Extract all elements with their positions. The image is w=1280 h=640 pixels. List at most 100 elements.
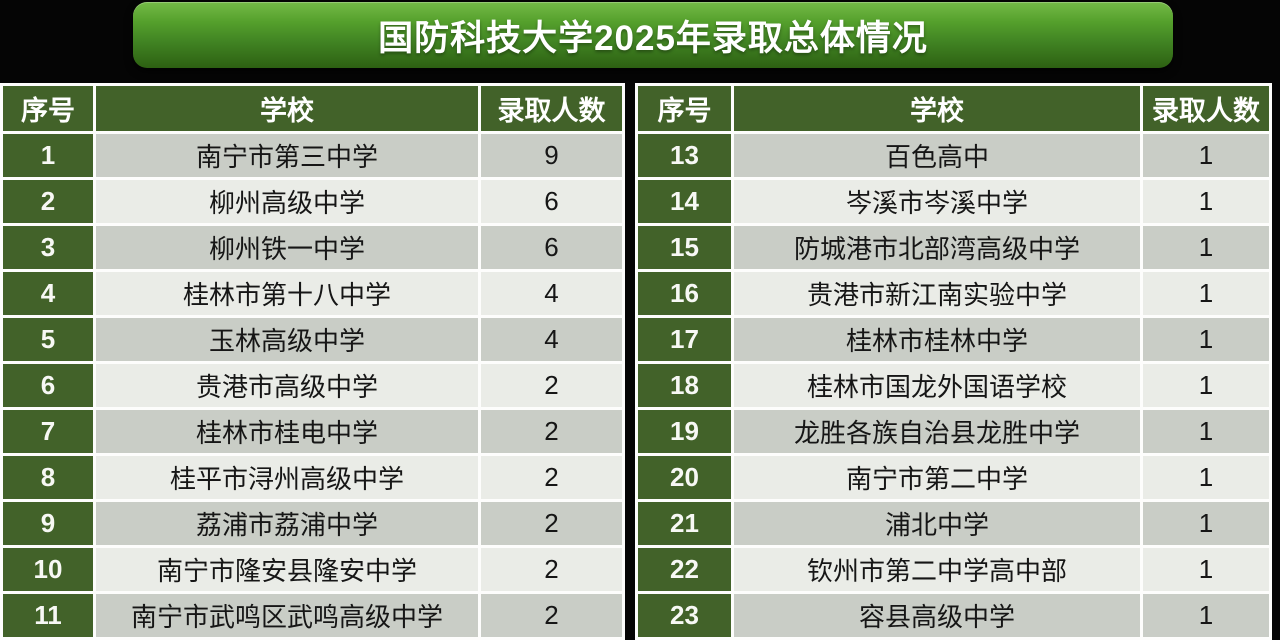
table-row: 8 桂平市浔州高级中学 2 xyxy=(3,456,622,499)
row-index-cell: 17 xyxy=(638,318,731,361)
school-name-cell: 浦北中学 xyxy=(734,502,1140,545)
admission-count-cell: 9 xyxy=(481,134,622,177)
admission-count-cell: 2 xyxy=(481,502,622,545)
school-name-cell: 岑溪市岑溪中学 xyxy=(734,180,1140,223)
col-header-school: 学校 xyxy=(96,86,478,131)
row-index-cell: 10 xyxy=(3,548,93,591)
school-name-cell: 柳州高级中学 xyxy=(96,180,478,223)
admission-table-left: 序号 学校 录取人数 1 南宁市第三中学 9 2 柳州高级中学 6 3 柳州铁一… xyxy=(0,83,625,640)
title-banner: 国防科技大学2025年录取总体情况 xyxy=(133,2,1173,68)
admission-count-cell: 1 xyxy=(1143,134,1269,177)
col-header-count: 录取人数 xyxy=(1143,86,1269,131)
school-name-cell: 荔浦市荔浦中学 xyxy=(96,502,478,545)
row-index-cell: 18 xyxy=(638,364,731,407)
row-index-cell: 2 xyxy=(3,180,93,223)
school-name-cell: 容县高级中学 xyxy=(734,594,1140,637)
table-row: 18 桂林市国龙外国语学校 1 xyxy=(638,364,1269,407)
row-index-cell: 7 xyxy=(3,410,93,453)
col-header-count: 录取人数 xyxy=(481,86,622,131)
row-index-cell: 11 xyxy=(3,594,93,637)
school-name-cell: 南宁市第三中学 xyxy=(96,134,478,177)
table-row: 2 柳州高级中学 6 xyxy=(3,180,622,223)
col-header-index: 序号 xyxy=(3,86,93,131)
row-index-cell: 1 xyxy=(3,134,93,177)
row-index-cell: 4 xyxy=(3,272,93,315)
table-header-row: 序号 学校 录取人数 xyxy=(638,86,1269,131)
table-row: 1 南宁市第三中学 9 xyxy=(3,134,622,177)
row-index-cell: 23 xyxy=(638,594,731,637)
table-row: 16 贵港市新江南实验中学 1 xyxy=(638,272,1269,315)
row-index-cell: 16 xyxy=(638,272,731,315)
school-name-cell: 柳州铁一中学 xyxy=(96,226,478,269)
table-header-row: 序号 学校 录取人数 xyxy=(3,86,622,131)
admission-count-cell: 1 xyxy=(1143,502,1269,545)
admission-table-right: 序号 学校 录取人数 13 百色高中 1 14 岑溪市岑溪中学 1 15 防城港… xyxy=(635,83,1272,640)
admission-count-cell: 1 xyxy=(1143,226,1269,269)
table-row: 22 钦州市第二中学高中部 1 xyxy=(638,548,1269,591)
school-name-cell: 桂林市第十八中学 xyxy=(96,272,478,315)
school-name-cell: 桂林市桂林中学 xyxy=(734,318,1140,361)
table-row: 11 南宁市武鸣区武鸣高级中学 2 xyxy=(3,594,622,637)
table-row: 3 柳州铁一中学 6 xyxy=(3,226,622,269)
admission-count-cell: 1 xyxy=(1143,548,1269,591)
table-row: 14 岑溪市岑溪中学 1 xyxy=(638,180,1269,223)
school-name-cell: 防城港市北部湾高级中学 xyxy=(734,226,1140,269)
row-index-cell: 20 xyxy=(638,456,731,499)
row-index-cell: 14 xyxy=(638,180,731,223)
row-index-cell: 19 xyxy=(638,410,731,453)
table-row: 15 防城港市北部湾高级中学 1 xyxy=(638,226,1269,269)
school-name-cell: 玉林高级中学 xyxy=(96,318,478,361)
row-index-cell: 8 xyxy=(3,456,93,499)
table-row: 10 南宁市隆安县隆安中学 2 xyxy=(3,548,622,591)
school-name-cell: 南宁市第二中学 xyxy=(734,456,1140,499)
col-header-school: 学校 xyxy=(734,86,1140,131)
admission-count-cell: 1 xyxy=(1143,594,1269,637)
school-name-cell: 桂林市国龙外国语学校 xyxy=(734,364,1140,407)
table-row: 5 玉林高级中学 4 xyxy=(3,318,622,361)
admission-count-cell: 2 xyxy=(481,364,622,407)
school-name-cell: 南宁市隆安县隆安中学 xyxy=(96,548,478,591)
admission-count-cell: 1 xyxy=(1143,318,1269,361)
table-row: 13 百色高中 1 xyxy=(638,134,1269,177)
table-row: 9 荔浦市荔浦中学 2 xyxy=(3,502,622,545)
school-name-cell: 桂林市桂电中学 xyxy=(96,410,478,453)
school-name-cell: 贵港市高级中学 xyxy=(96,364,478,407)
admission-count-cell: 1 xyxy=(1143,410,1269,453)
admission-count-cell: 6 xyxy=(481,226,622,269)
row-index-cell: 3 xyxy=(3,226,93,269)
admission-count-cell: 4 xyxy=(481,272,622,315)
table-row: 7 桂林市桂电中学 2 xyxy=(3,410,622,453)
admission-count-cell: 1 xyxy=(1143,364,1269,407)
school-name-cell: 贵港市新江南实验中学 xyxy=(734,272,1140,315)
admission-count-cell: 2 xyxy=(481,594,622,637)
row-index-cell: 22 xyxy=(638,548,731,591)
page-title: 国防科技大学2025年录取总体情况 xyxy=(378,18,928,58)
admission-count-cell: 2 xyxy=(481,410,622,453)
row-index-cell: 21 xyxy=(638,502,731,545)
admission-count-cell: 2 xyxy=(481,456,622,499)
admission-count-cell: 4 xyxy=(481,318,622,361)
school-name-cell: 龙胜各族自治县龙胜中学 xyxy=(734,410,1140,453)
row-index-cell: 5 xyxy=(3,318,93,361)
school-name-cell: 百色高中 xyxy=(734,134,1140,177)
col-header-index: 序号 xyxy=(638,86,731,131)
row-index-cell: 6 xyxy=(3,364,93,407)
school-name-cell: 钦州市第二中学高中部 xyxy=(734,548,1140,591)
table-row: 4 桂林市第十八中学 4 xyxy=(3,272,622,315)
school-name-cell: 南宁市武鸣区武鸣高级中学 xyxy=(96,594,478,637)
table-row: 19 龙胜各族自治县龙胜中学 1 xyxy=(638,410,1269,453)
table-row: 17 桂林市桂林中学 1 xyxy=(638,318,1269,361)
row-index-cell: 15 xyxy=(638,226,731,269)
row-index-cell: 9 xyxy=(3,502,93,545)
admission-count-cell: 1 xyxy=(1143,272,1269,315)
admission-count-cell: 6 xyxy=(481,180,622,223)
table-row: 23 容县高级中学 1 xyxy=(638,594,1269,637)
admission-count-cell: 2 xyxy=(481,548,622,591)
table-row: 20 南宁市第二中学 1 xyxy=(638,456,1269,499)
row-index-cell: 13 xyxy=(638,134,731,177)
admission-count-cell: 1 xyxy=(1143,456,1269,499)
table-row: 6 贵港市高级中学 2 xyxy=(3,364,622,407)
table-row: 21 浦北中学 1 xyxy=(638,502,1269,545)
admission-count-cell: 1 xyxy=(1143,180,1269,223)
